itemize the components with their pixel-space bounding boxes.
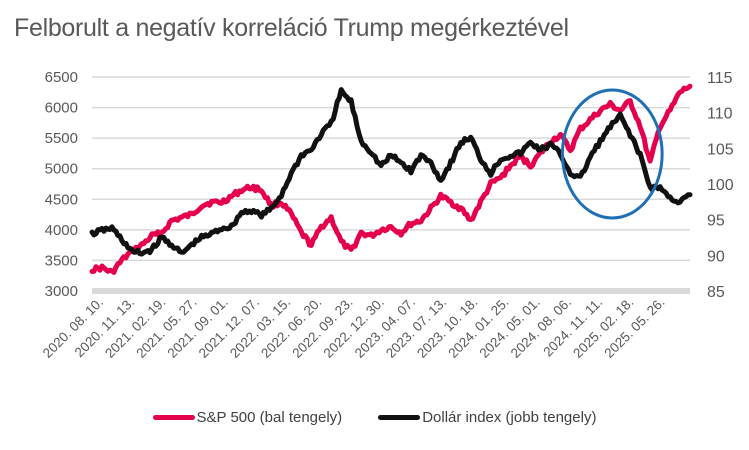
x-axis-line — [92, 288, 690, 294]
series-line-sp500 — [89, 83, 693, 275]
right-axis-tick-label: 100 — [707, 177, 734, 194]
left-axis-tick-label: 4500 — [45, 191, 78, 208]
legend-item-sp500[interactable]: S&P 500 (bal tengely) — [152, 409, 343, 426]
x-axis-ticks: 2020. 08. 10.2020. 11. 13.2021. 02. 19.2… — [40, 295, 668, 361]
right-axis-tick-label: 85 — [707, 284, 725, 301]
legend-swatch-dollar-index — [378, 415, 421, 420]
series-line-dollar-index — [89, 87, 693, 257]
chart-title: Felborult a negatív korreláció Trump meg… — [14, 14, 569, 42]
legend-item-dollar-index[interactable]: Dollár index (jobb tengely) — [378, 409, 596, 426]
left-axis-tick-label: 3500 — [45, 252, 78, 269]
gridlines — [92, 76, 690, 262]
legend: S&P 500 (bal tengely) Dollár index (jobb… — [0, 409, 749, 426]
left-axis-tick-label: 5500 — [45, 130, 78, 147]
legend-label-sp500: S&P 500 (bal tengely) — [196, 409, 343, 426]
annotation-layer — [560, 88, 664, 220]
left-axis-tick-label: 3000 — [45, 283, 78, 300]
right-axis-tick-label: 105 — [707, 141, 734, 158]
right-axis-tick-label: 110 — [707, 106, 733, 123]
right-axis-tick-label: 95 — [707, 213, 725, 230]
right-axis-tick-label: 90 — [707, 248, 725, 265]
right-axis-ticks: 85 90 95 100 105 110 115 — [707, 70, 734, 301]
series-layer — [89, 83, 693, 275]
legend-swatch-sp500 — [152, 415, 195, 420]
right-axis-tick-label: 115 — [707, 70, 733, 87]
legend-label-dollar-index: Dollár index (jobb tengely) — [422, 409, 597, 426]
left-axis-ticks: 3000 3500 4000 4500 5000 5500 6000 6500 — [45, 69, 78, 300]
left-axis-tick-label: 4000 — [45, 222, 78, 239]
left-axis-tick-label: 6000 — [45, 100, 78, 117]
x-axis-baseline — [92, 288, 690, 294]
left-axis-tick-label: 5000 — [45, 161, 78, 178]
left-axis-tick-label: 6500 — [45, 69, 78, 86]
highlight-ellipse — [560, 88, 664, 220]
